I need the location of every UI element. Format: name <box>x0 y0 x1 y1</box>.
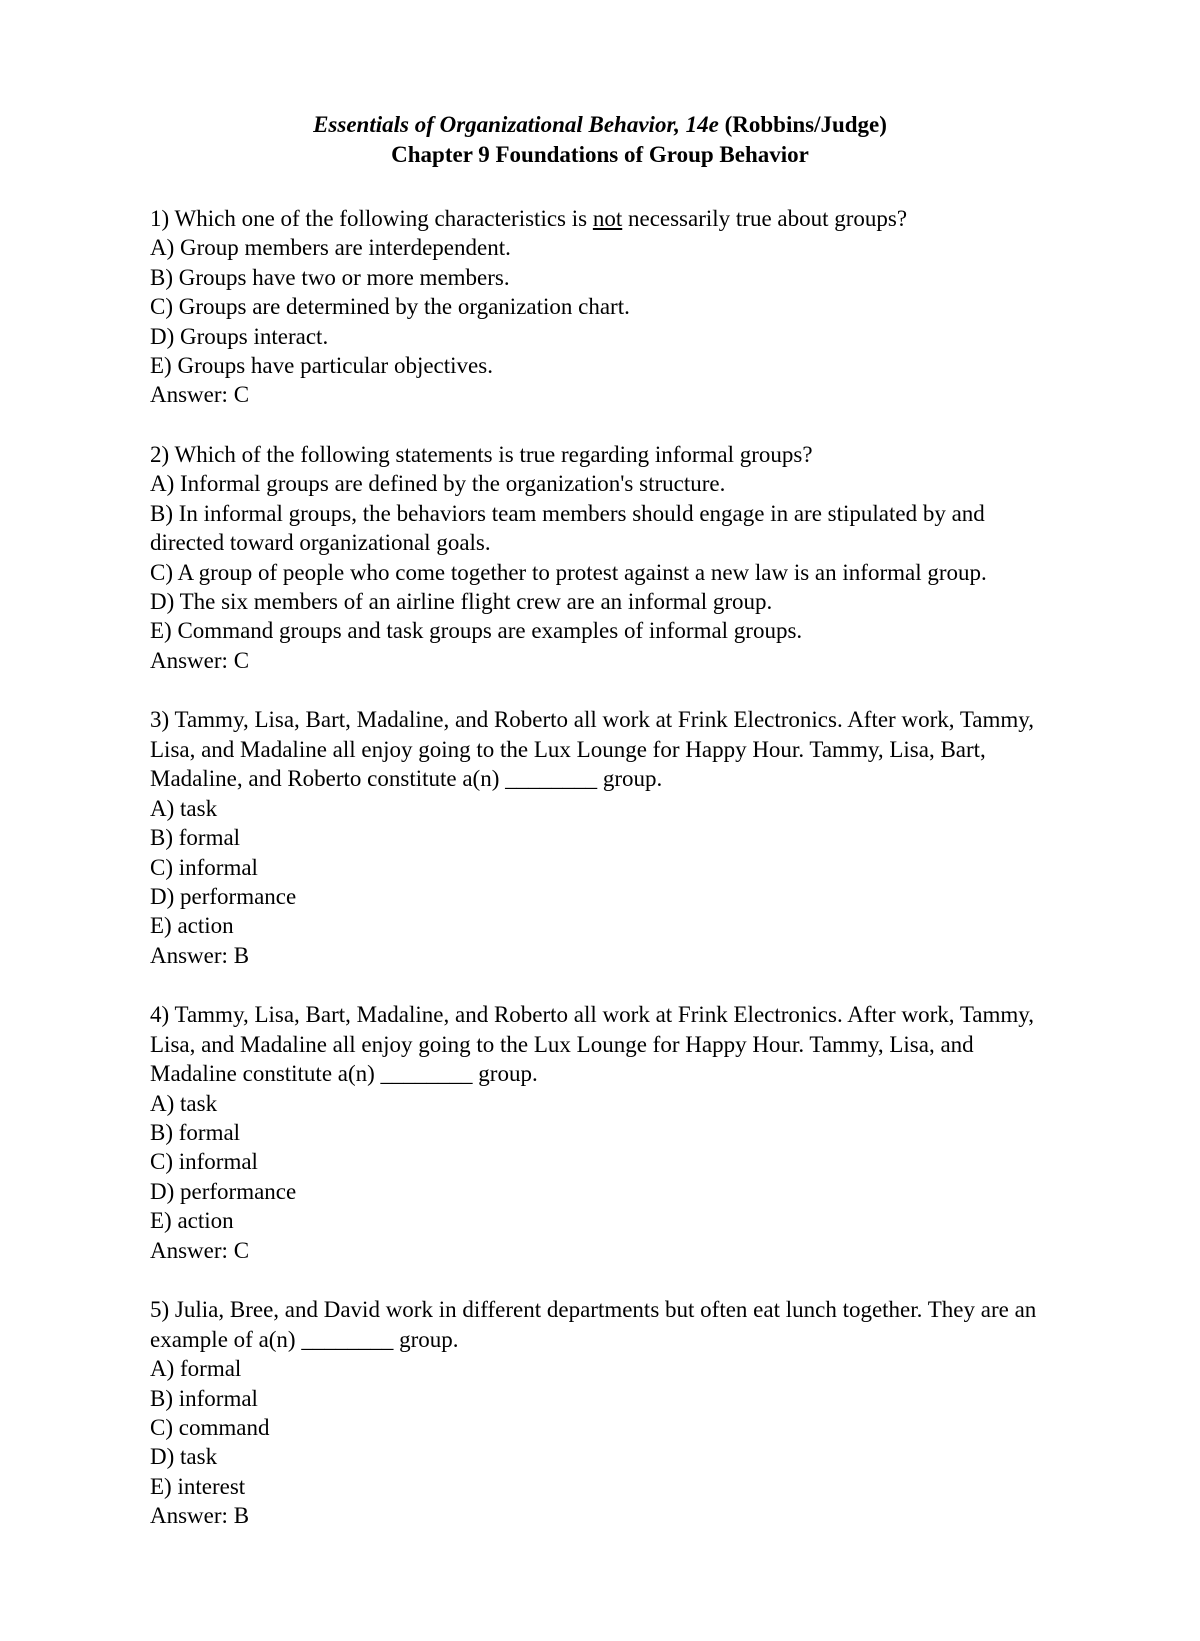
answer-label: Answer: <box>150 382 234 407</box>
answer-line: Answer: C <box>150 380 1050 409</box>
option-c: C) informal <box>150 1147 1050 1176</box>
option-c: C) Groups are determined by the organiza… <box>150 292 1050 321</box>
option-c: C) A group of people who come together t… <box>150 558 1050 587</box>
question-4: 4) Tammy, Lisa, Bart, Madaline, and Robe… <box>150 1000 1050 1265</box>
question-3: 3) Tammy, Lisa, Bart, Madaline, and Robe… <box>150 705 1050 970</box>
question-stem: 2) Which of the following statements is … <box>150 440 1050 469</box>
option-d: D) performance <box>150 1177 1050 1206</box>
option-e: E) Command groups and task groups are ex… <box>150 616 1050 645</box>
question-2: 2) Which of the following statements is … <box>150 440 1050 676</box>
option-a: A) Group members are interdependent. <box>150 233 1050 262</box>
option-a: A) Informal groups are defined by the or… <box>150 469 1050 498</box>
document-header: Essentials of Organizational Behavior, 1… <box>150 110 1050 170</box>
stem-text: Tammy, Lisa, Bart, Madaline, and Roberto… <box>150 707 1034 791</box>
option-e: E) action <box>150 911 1050 940</box>
question-1: 1) Which one of the following characteri… <box>150 204 1050 410</box>
option-d: D) The six members of an airline flight … <box>150 587 1050 616</box>
answer-line: Answer: B <box>150 941 1050 970</box>
option-d: D) Groups interact. <box>150 322 1050 351</box>
option-d: D) performance <box>150 882 1050 911</box>
answer-value: C <box>234 1238 249 1263</box>
answer-line: Answer: B <box>150 1501 1050 1530</box>
authors: (Robbins/Judge) <box>719 112 887 137</box>
question-5: 5) Julia, Bree, and David work in differ… <box>150 1295 1050 1531</box>
option-b: B) formal <box>150 1118 1050 1147</box>
q-num: 1) <box>150 206 169 231</box>
answer-label: Answer: <box>150 648 234 673</box>
answer-label: Answer: <box>150 1503 234 1528</box>
stem-pre: Which one of the following characteristi… <box>169 206 593 231</box>
answer-value: C <box>234 382 249 407</box>
option-c: C) informal <box>150 853 1050 882</box>
answer-label: Answer: <box>150 943 234 968</box>
q-num: 4) <box>150 1002 169 1027</box>
stem-underline: not <box>593 206 622 231</box>
stem-text: Julia, Bree, and David work in different… <box>150 1297 1036 1351</box>
answer-label: Answer: <box>150 1238 234 1263</box>
question-stem: 4) Tammy, Lisa, Bart, Madaline, and Robe… <box>150 1000 1050 1088</box>
option-a: A) task <box>150 1089 1050 1118</box>
option-c: C) command <box>150 1413 1050 1442</box>
stem-text: Which of the following statements is tru… <box>169 442 812 467</box>
option-b: B) formal <box>150 823 1050 852</box>
option-a: A) task <box>150 794 1050 823</box>
option-d: D) task <box>150 1442 1050 1471</box>
answer-line: Answer: C <box>150 646 1050 675</box>
option-a: A) formal <box>150 1354 1050 1383</box>
q-num: 3) <box>150 707 169 732</box>
chapter-title: Chapter 9 Foundations of Group Behavior <box>150 140 1050 170</box>
option-e: E) Groups have particular objectives. <box>150 351 1050 380</box>
option-b: B) informal <box>150 1384 1050 1413</box>
header-line-1: Essentials of Organizational Behavior, 1… <box>150 110 1050 140</box>
document-page: Essentials of Organizational Behavior, 1… <box>0 0 1200 1641</box>
answer-value: B <box>234 1503 249 1528</box>
question-stem: 1) Which one of the following characteri… <box>150 204 1050 233</box>
q-num: 2) <box>150 442 169 467</box>
answer-value: B <box>234 943 249 968</box>
option-e: E) action <box>150 1206 1050 1235</box>
question-stem: 5) Julia, Bree, and David work in differ… <box>150 1295 1050 1354</box>
option-b: B) Groups have two or more members. <box>150 263 1050 292</box>
stem-post: necessarily true about groups? <box>622 206 907 231</box>
q-num: 5) <box>150 1297 169 1322</box>
book-title: Essentials of Organizational Behavior, 1… <box>313 112 719 137</box>
answer-value: C <box>234 648 249 673</box>
option-e: E) interest <box>150 1472 1050 1501</box>
stem-text: Tammy, Lisa, Bart, Madaline, and Roberto… <box>150 1002 1034 1086</box>
option-b: B) In informal groups, the behaviors tea… <box>150 499 1050 558</box>
answer-line: Answer: C <box>150 1236 1050 1265</box>
question-stem: 3) Tammy, Lisa, Bart, Madaline, and Robe… <box>150 705 1050 793</box>
